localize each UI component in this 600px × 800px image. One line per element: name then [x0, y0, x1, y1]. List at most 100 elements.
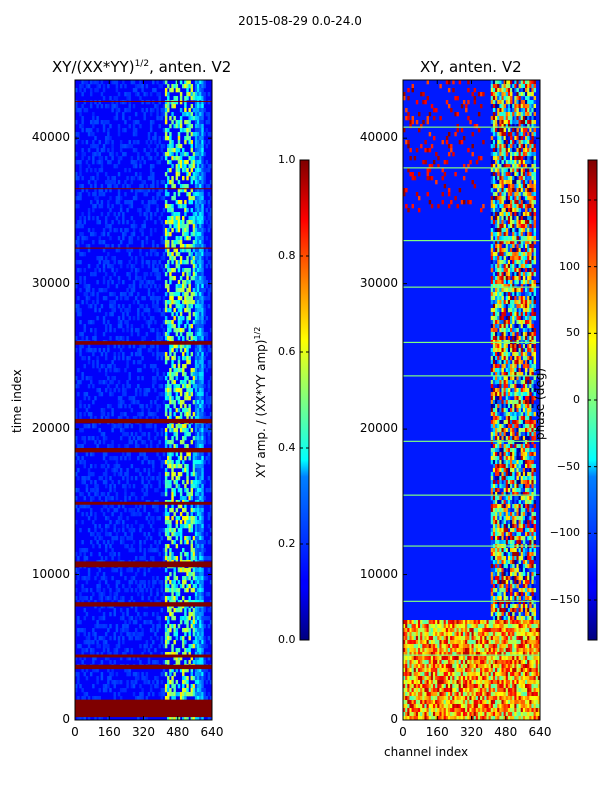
heatmap-cell: [190, 516, 194, 521]
heatmap-cell: [139, 388, 142, 393]
heatmap-cell: [81, 520, 84, 525]
heatmap-cell: [102, 128, 106, 133]
heatmap-cell: [194, 520, 198, 525]
heatmap-cell: [156, 204, 159, 209]
heatmap-cell: [199, 484, 202, 489]
heatmap-cell: [85, 556, 89, 561]
heatmap-cell: [205, 532, 209, 537]
heatmap-cell: [520, 140, 524, 145]
heatmap-cell: [152, 628, 155, 633]
heatmap-cell: [175, 312, 179, 317]
heatmap-cell: [201, 92, 204, 97]
heatmap-cell: [184, 496, 187, 501]
heatmap-cell: [531, 156, 534, 161]
heatmap-cell: [130, 576, 134, 581]
heatmap-cell: [122, 304, 125, 309]
heatmap-cell: [501, 96, 504, 101]
heatmap-cell: [188, 528, 191, 533]
heatmap-cell: [145, 640, 149, 645]
heatmap-cell: [87, 472, 91, 477]
heatmap-cell: [184, 376, 187, 381]
heatmap-cell: [87, 244, 91, 249]
heatmap-cell: [188, 344, 191, 349]
heatmap-cell: [171, 268, 174, 273]
heatmap-cell: [139, 252, 142, 257]
heatmap-cell: [201, 556, 204, 561]
heatmap-cell: [177, 228, 181, 233]
heatmap-cell: [75, 408, 78, 413]
heatmap-cell: [98, 428, 101, 433]
heatmap-cell: [81, 252, 84, 257]
heatmap-cell: [173, 292, 176, 297]
heatmap-cell: [460, 140, 464, 145]
heatmap-cell: [201, 632, 204, 637]
heatmap-cell: [188, 112, 191, 117]
heatmap-cell: [87, 344, 91, 349]
heatmap-cell: [162, 108, 166, 113]
heatmap-cell: [167, 660, 170, 665]
heatmap-cell: [92, 684, 95, 689]
heatmap-cell: [160, 336, 164, 341]
heatmap-cell: [516, 184, 519, 189]
heatmap-cell: [119, 84, 123, 89]
heatmap-cell: [177, 344, 181, 349]
heatmap-cell: [115, 268, 119, 273]
heatmap-cell: [152, 184, 155, 189]
heatmap-cell: [201, 284, 204, 289]
heatmap-cell: [104, 632, 108, 637]
heatmap-cell: [107, 596, 110, 601]
heatmap-cell: [177, 288, 181, 293]
heatmap-cell: [94, 204, 97, 209]
heatmap-cell: [527, 88, 530, 93]
heatmap-cell: [117, 324, 121, 329]
heatmap-cell: [81, 156, 84, 161]
heatmap-cell: [184, 404, 187, 409]
heatmap-cell: [501, 84, 504, 89]
heatmap-cell: [450, 148, 453, 153]
heatmap-cell: [85, 292, 89, 297]
heatmap-cell: [94, 184, 97, 189]
heatmap-cell: [190, 216, 194, 221]
heatmap-cell: [171, 584, 174, 589]
heatmap-cell: [113, 612, 116, 617]
heatmap-cell: [107, 680, 110, 685]
heatmap-cell: [113, 552, 116, 557]
heatmap-cell: [503, 140, 507, 145]
heatmap-cell: [199, 124, 202, 129]
heatmap-cell: [169, 324, 172, 329]
heatmap-cell: [75, 588, 78, 593]
heatmap-cell: [173, 248, 176, 253]
heatmap-cell: [188, 216, 191, 221]
heatmap-cell: [201, 416, 204, 421]
heatmap-cell: [98, 616, 101, 621]
heatmap-cell: [175, 436, 179, 441]
heatmap-cell: [527, 156, 530, 161]
heatmap-cell: [492, 160, 496, 165]
heatmap-cell: [158, 160, 161, 165]
heatmap-cell: [75, 699, 212, 718]
heatmap-cell: [79, 184, 82, 189]
heatmap-cell: [160, 156, 164, 161]
heatmap-cell: [107, 212, 110, 217]
heatmap-cell: [81, 548, 84, 553]
heatmap-cell: [179, 656, 183, 661]
heatmap-cell: [520, 100, 524, 105]
heatmap-cell: [173, 356, 176, 361]
heatmap-cell: [113, 272, 116, 277]
heatmap-cell: [134, 160, 138, 165]
heatmap-cell: [507, 140, 511, 145]
heatmap-cell: [518, 176, 522, 181]
heatmap-cell: [104, 180, 108, 185]
heatmap-cell: [516, 112, 519, 117]
heatmap-cell: [152, 460, 155, 465]
heatmap-cell: [503, 120, 507, 125]
heatmap-cell: [79, 260, 82, 265]
heatmap-cell: [179, 428, 183, 433]
heatmap-cell: [115, 336, 119, 341]
heatmap-cell: [79, 280, 82, 285]
heatmap-cell: [197, 208, 200, 213]
heatmap-cell: [179, 472, 183, 477]
heatmap-cell: [128, 600, 131, 605]
heatmap-cell: [139, 584, 142, 589]
heatmap-cell: [167, 84, 170, 89]
